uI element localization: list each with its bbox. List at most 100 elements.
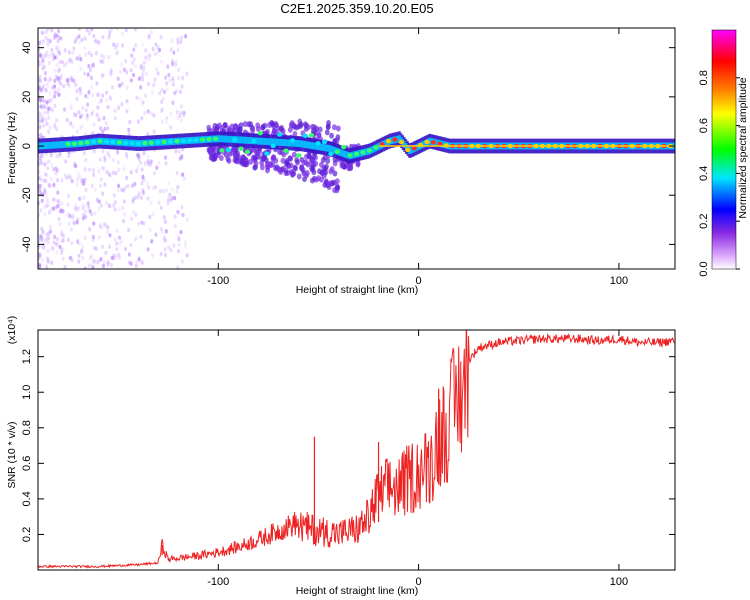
spectrogram-noise-cell xyxy=(122,67,126,72)
spectrogram-noise-cell xyxy=(58,47,62,52)
spectrogram-peak-cell xyxy=(232,137,238,142)
spectrogram-core-cell xyxy=(244,136,247,144)
spectrogram-noise-cell xyxy=(140,116,144,121)
spectrogram-noise-cell xyxy=(179,35,183,40)
spectrogram-noise-cell xyxy=(38,119,42,125)
snr-line xyxy=(38,330,675,569)
spectrogram-noise-cell xyxy=(68,59,72,64)
spectrogram-noise-cell xyxy=(127,252,131,257)
spectrogram-noise-cell xyxy=(40,235,44,240)
spectrogram-noise-cell xyxy=(85,28,89,33)
spectrogram-noise-cell xyxy=(115,228,119,233)
spectrogram-noise-cell xyxy=(70,77,74,83)
spectrogram-noise-cell xyxy=(52,167,56,172)
spectrogram-noise-cell xyxy=(91,93,95,98)
spectrogram-noise-cell xyxy=(113,115,117,121)
spectrogram-peak-cell xyxy=(373,145,379,150)
spectrogram-peak-cell xyxy=(398,139,404,145)
spectrogram-noise-cell xyxy=(57,203,61,208)
spectrogram-core-cell xyxy=(328,144,331,152)
spectrogram-noise-cell xyxy=(38,156,42,161)
spectrogram-noise-cell xyxy=(38,252,42,258)
spectrogram-noise-cell xyxy=(38,78,41,83)
spectrogram-spread-cell xyxy=(329,132,334,139)
spectrogram-noise-cell xyxy=(120,31,124,36)
spectrogram-noise-cell xyxy=(163,89,167,95)
spectrogram-core-cell xyxy=(283,139,286,147)
spectrogram-peak-cell xyxy=(148,140,154,145)
spectrogram-noise-cell xyxy=(69,102,73,107)
spectrogram-spread-cell xyxy=(331,179,337,186)
spectrogram-noise-cell xyxy=(38,187,41,192)
spectrogram-noise-cell xyxy=(42,54,46,59)
spectrogram-noise-cell xyxy=(179,89,183,95)
spectrogram-noise-cell xyxy=(38,74,42,79)
spectrogram-noise-cell xyxy=(176,265,180,269)
spectrogram-noise-cell xyxy=(80,178,84,184)
spectrogram-noise-cell xyxy=(71,213,75,218)
spectrogram-core-cell xyxy=(57,141,60,149)
spectrogram-core-cell xyxy=(55,141,58,149)
spectrogram-noise-cell xyxy=(126,184,130,189)
spectrogram-noise-cell xyxy=(100,73,104,79)
spectrogram-noise-cell xyxy=(56,92,60,97)
spectrogram-noise-cell xyxy=(50,245,54,251)
spectrogram-spread-cell xyxy=(283,160,289,167)
spectrogram-noise-cell xyxy=(113,200,117,205)
spectrogram-noise-cell xyxy=(38,79,41,84)
spectrogram-noise-cell xyxy=(147,35,151,40)
spectrogram-noise-cell xyxy=(59,59,63,64)
spectrogram-noise-cell xyxy=(132,196,136,202)
spectrogram-spread-cell xyxy=(280,157,286,164)
spectrogram-noise-cell xyxy=(143,111,147,116)
spectrogram-noise-cell xyxy=(146,196,150,201)
spectrogram-core-cell xyxy=(316,143,320,151)
spectrogram-noise-cell xyxy=(124,59,128,64)
spectrogram-core-cell xyxy=(241,136,244,144)
spectrogram-core-cell xyxy=(52,141,55,149)
spectrogram-spread-cell xyxy=(292,130,298,137)
spectrogram-spread-cell xyxy=(287,126,293,133)
spectrogram-core-cell xyxy=(172,138,175,145)
spectrogram-noise-cell xyxy=(158,91,162,96)
spectrogram-noise-cell xyxy=(58,222,62,227)
spectrogram-noise-cell xyxy=(82,181,86,186)
spectrogram-noise-cell xyxy=(60,238,64,243)
spectrogram-noise-cell xyxy=(98,117,102,122)
spectrogram-noise-cell xyxy=(52,52,56,57)
spectrogram-noise-cell xyxy=(169,247,173,253)
colorbar-tick-label: 0.6 xyxy=(698,118,710,133)
spectrogram-core-cell xyxy=(422,140,425,148)
spectrogram-noise-cell xyxy=(58,51,62,56)
spectrogram-noise-cell xyxy=(75,36,79,41)
spectrogram-noise-cell xyxy=(42,122,46,128)
spectrogram-noise-cell xyxy=(121,188,125,193)
spectrogram-noise-cell xyxy=(87,204,91,209)
spectrogram-spread-cell xyxy=(335,183,340,190)
spectrogram-noise-cell xyxy=(79,125,83,131)
spectrogram-core-cell xyxy=(265,138,268,146)
spectrogram-noise-cell xyxy=(38,54,42,60)
spectrogram-noise-cell xyxy=(95,197,99,203)
spectrogram-noise-cell xyxy=(47,115,51,120)
spectrogram-spread-cell xyxy=(248,121,254,128)
spectrogram-noise-cell xyxy=(87,89,91,95)
spectrogram-x-axis-label: Height of straight line (km) xyxy=(296,284,419,296)
spectrogram-noise-cell xyxy=(181,172,185,177)
spectrogram-noise-cell xyxy=(82,178,86,183)
spectrogram-noise-cell xyxy=(53,78,57,84)
spectrogram-noise-cell xyxy=(49,52,53,58)
spectrogram-core-cell xyxy=(166,138,169,146)
spectrogram-noise-cell xyxy=(47,231,51,236)
spectrogram-noise-cell xyxy=(56,199,60,204)
spectrogram-noise-cell xyxy=(56,75,60,81)
spectrogram-noise-cell xyxy=(162,237,166,242)
spectrogram-core-cell xyxy=(246,136,249,144)
spectrogram-noise-cell xyxy=(116,149,120,154)
spectrogram-noise-cell xyxy=(132,47,136,52)
spectrogram-noise-cell xyxy=(59,36,63,41)
spectrogram-noise-cell xyxy=(72,220,76,225)
spectrogram-noise-cell xyxy=(63,48,67,53)
spectrogram-core-cell xyxy=(320,143,323,151)
spectrogram-noise-cell xyxy=(152,129,156,134)
